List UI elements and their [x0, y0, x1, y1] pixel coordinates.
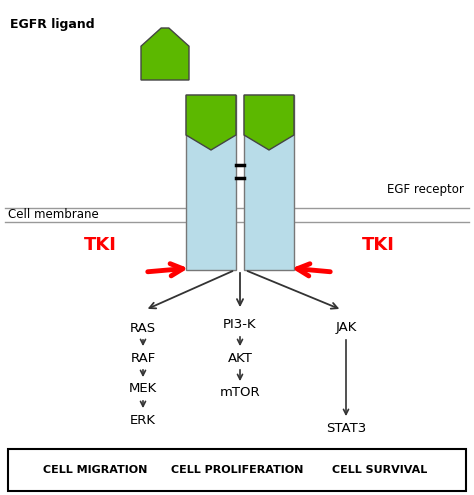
Text: EGF receptor: EGF receptor [387, 184, 464, 197]
Text: PI3-K: PI3-K [223, 318, 257, 332]
Text: CELL PROLIFERATION: CELL PROLIFERATION [171, 465, 303, 475]
Text: MEK: MEK [129, 383, 157, 396]
Text: AKT: AKT [228, 351, 253, 364]
Text: CELL MIGRATION: CELL MIGRATION [43, 465, 147, 475]
Text: TKI: TKI [362, 236, 394, 254]
Text: EGFR ligand: EGFR ligand [10, 18, 95, 31]
FancyBboxPatch shape [8, 449, 466, 491]
Text: TKI: TKI [83, 236, 117, 254]
Text: mTOR: mTOR [219, 387, 260, 399]
Text: Cell membrane: Cell membrane [8, 208, 99, 221]
Text: ERK: ERK [130, 413, 156, 427]
Text: RAF: RAF [130, 351, 155, 364]
Bar [244, 95, 294, 270]
Bar [186, 95, 236, 270]
Polygon shape [244, 95, 294, 150]
Text: STAT3: STAT3 [326, 422, 366, 435]
Text: CELL SURVIVAL: CELL SURVIVAL [332, 465, 428, 475]
Text: RAS: RAS [130, 321, 156, 335]
Polygon shape [186, 95, 236, 150]
Polygon shape [141, 28, 189, 80]
Text: JAK: JAK [335, 321, 357, 335]
